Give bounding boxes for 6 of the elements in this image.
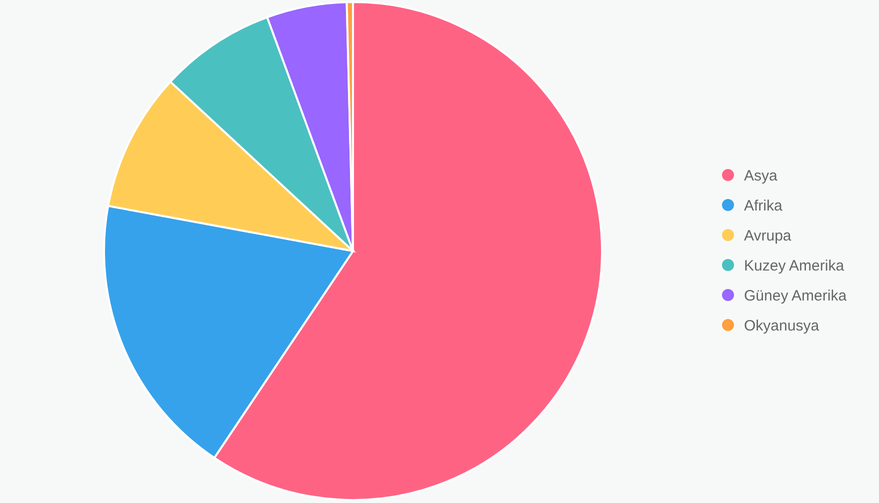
legend-label: Kuzey Amerika (744, 257, 845, 274)
legend-label: Afrika (744, 197, 783, 214)
legend-label: Asya (744, 167, 778, 184)
legend-label: Avrupa (744, 227, 792, 244)
legend-label: Güney Amerika (744, 287, 848, 304)
legend-label: Okyanusya (744, 317, 820, 334)
